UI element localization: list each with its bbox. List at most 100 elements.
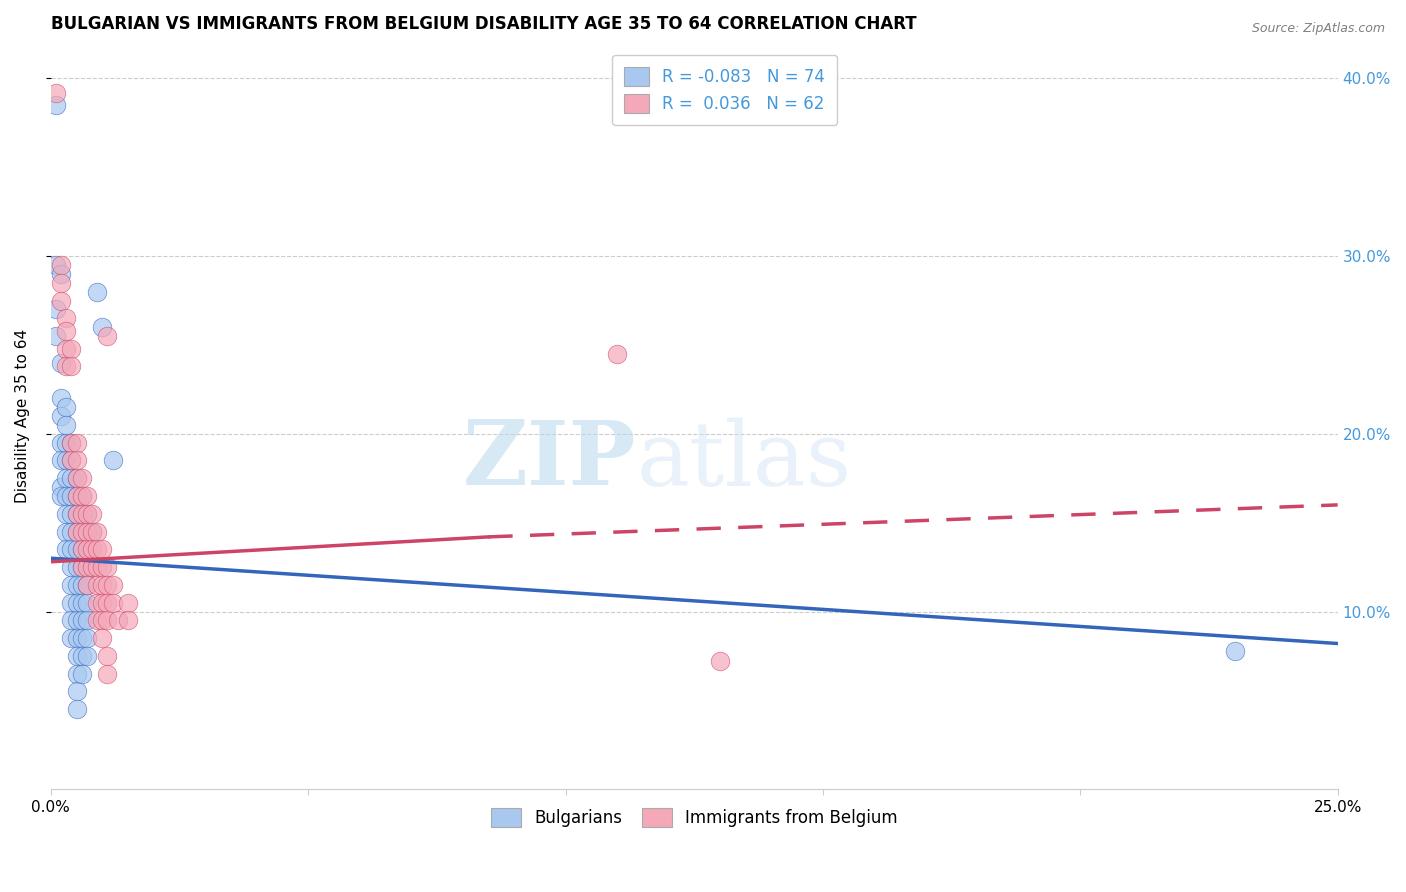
Point [91, 578, 114, 592]
Point [101, 453, 124, 467]
Point [80, 542, 103, 557]
Point [80, 524, 103, 539]
Point [65, 614, 87, 628]
Point [55, 471, 77, 485]
Point [76, 489, 98, 503]
Point [76, 524, 98, 539]
Point [117, 614, 139, 628]
Point [65, 524, 87, 539]
Point [76, 614, 98, 628]
Point [70, 507, 93, 521]
Point [80, 542, 103, 557]
Point [70, 596, 93, 610]
Point [49, 409, 72, 423]
Point [65, 489, 87, 503]
Point [65, 684, 87, 698]
Point [49, 435, 72, 450]
Point [96, 560, 118, 574]
Point [60, 471, 83, 485]
Point [55, 400, 77, 414]
Point [60, 542, 83, 557]
Point [65, 596, 87, 610]
Point [91, 596, 114, 610]
Point [65, 435, 87, 450]
Point [49, 276, 72, 290]
Point [49, 258, 72, 272]
Point [70, 666, 93, 681]
Point [65, 471, 87, 485]
Point [49, 480, 72, 494]
Point [86, 614, 108, 628]
Point [49, 489, 72, 503]
Point [60, 507, 83, 521]
Point [60, 342, 83, 356]
Point [101, 596, 124, 610]
Point [60, 453, 83, 467]
Point [96, 329, 118, 343]
Point [49, 356, 72, 370]
Point [70, 489, 93, 503]
Point [76, 631, 98, 645]
Point [606, 347, 628, 361]
Point [76, 524, 98, 539]
Point [60, 435, 83, 450]
Point [96, 596, 118, 610]
Point [55, 507, 77, 521]
Text: atlas: atlas [637, 417, 852, 505]
Point [45, 86, 67, 100]
Point [80, 560, 103, 574]
Point [91, 631, 114, 645]
Point [60, 578, 83, 592]
Point [65, 560, 87, 574]
Point [60, 435, 83, 450]
Point [101, 578, 124, 592]
Point [45, 302, 67, 317]
Y-axis label: Disability Age 35 to 64: Disability Age 35 to 64 [15, 329, 30, 503]
Point [60, 614, 83, 628]
Point [55, 542, 77, 557]
Point [80, 560, 103, 574]
Point [55, 417, 77, 432]
Point [76, 648, 98, 663]
Point [65, 524, 87, 539]
Point [76, 507, 98, 521]
Point [76, 596, 98, 610]
Point [70, 542, 93, 557]
Point [70, 614, 93, 628]
Point [70, 560, 93, 574]
Point [107, 614, 129, 628]
Point [86, 578, 108, 592]
Point [49, 453, 72, 467]
Point [76, 542, 98, 557]
Point [70, 471, 93, 485]
Point [70, 507, 93, 521]
Point [70, 560, 93, 574]
Point [65, 578, 87, 592]
Point [70, 648, 93, 663]
Point [76, 578, 98, 592]
Point [65, 648, 87, 663]
Point [91, 542, 114, 557]
Point [55, 489, 77, 503]
Point [65, 507, 87, 521]
Point [45, 258, 67, 272]
Point [70, 578, 93, 592]
Point [65, 489, 87, 503]
Point [49, 293, 72, 308]
Point [55, 342, 77, 356]
Point [76, 560, 98, 574]
Point [60, 489, 83, 503]
Point [55, 324, 77, 338]
Point [80, 524, 103, 539]
Point [96, 614, 118, 628]
Point [80, 507, 103, 521]
Text: BULGARIAN VS IMMIGRANTS FROM BELGIUM DISABILITY AGE 35 TO 64 CORRELATION CHART: BULGARIAN VS IMMIGRANTS FROM BELGIUM DIS… [51, 15, 917, 33]
Point [96, 578, 118, 592]
Point [96, 666, 118, 681]
Point [76, 542, 98, 557]
Point [86, 524, 108, 539]
Point [70, 489, 93, 503]
Point [76, 578, 98, 592]
Point [91, 614, 114, 628]
Point [45, 98, 67, 112]
